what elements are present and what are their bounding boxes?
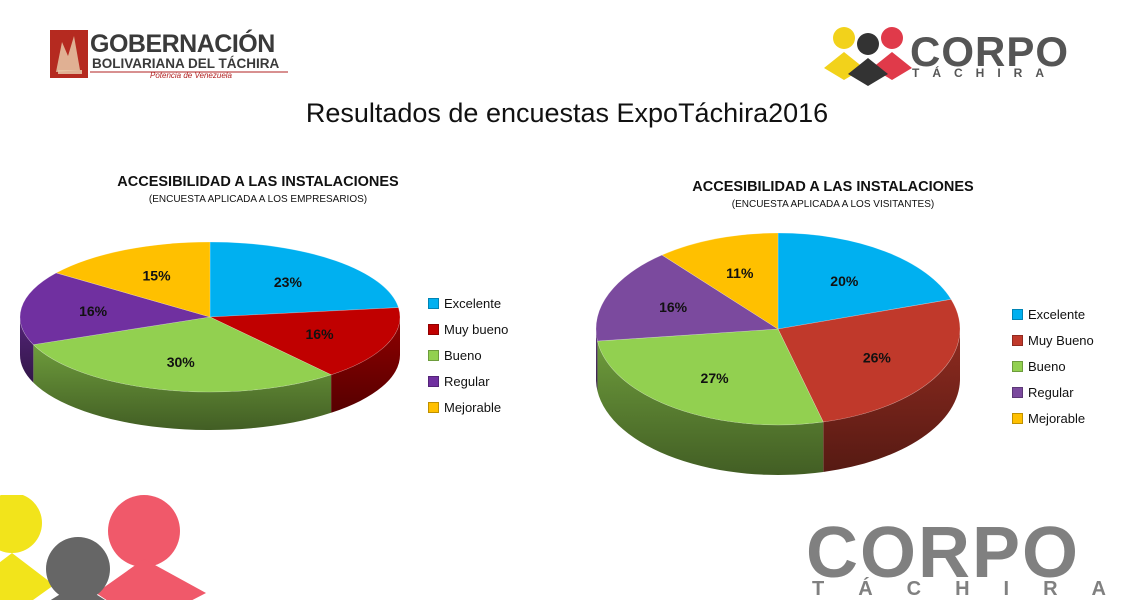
chart2-legend-label-regular: Regular [1028,384,1074,400]
chart1-slice-regular [19,272,211,345]
bottom-people-graphic [0,495,206,600]
chart1-slice-bueno [32,316,332,393]
chart2-legend-label-mejorable: Mejorable [1028,410,1086,426]
chart2-legend-item-regular: Regular [1012,379,1094,405]
corpo-people-logo [824,27,912,86]
chart2-slice-excelente [777,232,952,330]
gobernacion-subtitle: BOLIVARIANA DEL TÁCHIRA [92,56,280,71]
chart1-subtitle: (ENCUESTA APLICADA A LOS EMPRESARIOS) [148,194,368,205]
chart1-label-mejorable: 15% [143,268,172,284]
chart1-title: ACCESIBILIDAD A LAS INSTALACIONES [117,174,399,190]
chart2-legend-item-mejorable: Mejorable [1012,405,1094,431]
chart1-legend-label-excelente: Excelente [444,296,502,312]
chart2-slice-bueno [597,328,824,426]
chart1-legend: Excelente Muy bueno Bueno Regular Mejorable [428,291,508,420]
chart1-legend-swatch-mejorable [428,401,439,413]
chart2-legend-item-bueno: Bueno [1012,354,1094,380]
chart2-title: ACCESIBILIDAD A LAS INSTALACIONES [692,179,974,195]
corpo-bottom-wordmark: CORPO [806,513,1081,593]
chart2-legend-item-muy-bueno: Muy Bueno [1012,328,1094,354]
chart1-label-excelente: 23% [274,274,303,290]
chart1-legend-item-regular: Regular [428,368,508,394]
chart1-legend-label-muy-bueno: Muy bueno [444,322,509,338]
slide-title: Resultados de encuestas ExpoTáchira2016 [305,98,829,128]
chart2-legend-swatch-regular [1012,386,1023,398]
chart2-side-bueno [597,341,824,475]
corpo-top-subtitle: TÁCHIRA [912,66,1057,80]
chart2-legend-item-excelente: Excelente [1012,302,1094,328]
chart1-legend-item-mejorable: Mejorable [428,394,508,420]
chart1-label-bueno: 30% [167,354,196,370]
gobernacion-logo [50,30,288,78]
chart2-pie: 20% 26% 27% 16% 11% [595,232,961,475]
chart1-side-muy-bueno [331,317,400,413]
chart1-legend-label-regular: Regular [444,373,490,389]
corpo-bottom-subtitle: TÁCHIRA [812,578,1134,600]
chart1-legend-item-bueno: Bueno [428,343,508,369]
chart1-slice-mejorable [55,241,211,318]
chart2-legend-label-muy-bueno: Muy Bueno [1028,333,1094,349]
chart1-pie: 23% 16% 30% 16% 15% [19,241,401,430]
chart1-legend-item-excelente: Excelente [428,291,508,317]
chart2-side-regular [596,329,598,392]
chart1-legend-label-mejorable: Mejorable [444,399,502,415]
chart1-slice-excelente [209,241,399,318]
chart1-label-muy-bueno: 16% [306,326,335,342]
chart2-legend-label-bueno: Bueno [1028,358,1066,374]
chart1-legend-item-muy-bueno: Muy bueno [428,317,508,343]
chart2-legend: Excelente Muy Bueno Bueno Regular Mejorable [1012,302,1094,431]
chart1-legend-label-bueno: Bueno [444,347,482,363]
chart2-slice-mejorable [661,232,779,330]
chart1-legend-swatch-excelente [428,298,439,310]
chart2-legend-swatch-bueno [1012,360,1023,372]
corpo-top-wordmark: CORPO [910,28,1070,75]
chart2-subtitle: (ENCUESTA APLICADA A LOS VISITANTES) [731,199,935,210]
chart2-label-excelente: 20% [830,273,859,289]
chart2-label-regular: 16% [659,299,688,315]
chart2-legend-label-excelente: Excelente [1028,307,1086,323]
chart2-label-muy-bueno: 26% [863,350,892,366]
chart1-side-regular [20,317,34,383]
chart2-label-bueno: 27% [701,370,730,386]
chart1-slice-muy-bueno [209,307,401,376]
chart2-legend-swatch-excelente [1012,309,1023,321]
chart2-label-mejorable: 11% [726,265,754,281]
chart2-slice-muy-bueno [777,299,961,423]
chart1-label-regular: 16% [79,303,108,319]
gobernacion-title: GOBERNACIÓN [90,30,275,58]
chart1-side-bueno [33,344,332,430]
chart1-legend-swatch-regular [428,375,439,387]
chart2-side-muy-bueno [823,329,960,472]
chart1-legend-swatch-bueno [428,349,439,361]
chart2-slice-regular [595,254,779,342]
chart1-legend-swatch-muy-bueno [428,324,439,336]
gobernacion-tagline: Potencia de Venezuela [150,71,232,80]
chart2-legend-swatch-mejorable [1012,412,1023,424]
chart2-legend-swatch-muy-bueno [1012,335,1023,347]
